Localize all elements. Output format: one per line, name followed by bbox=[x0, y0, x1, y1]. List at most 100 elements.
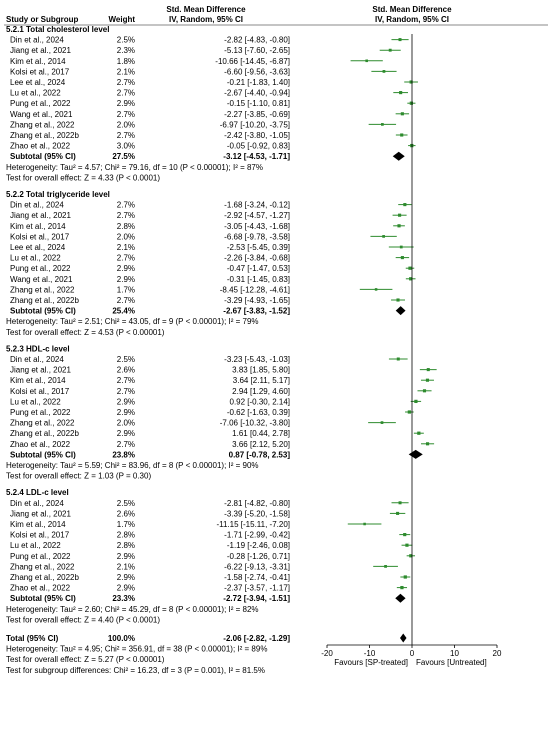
study-label: Lu et al., 2022 bbox=[10, 254, 61, 263]
study-label: Kolsi et al., 2017 bbox=[10, 387, 70, 396]
study-marker bbox=[380, 421, 384, 424]
study-weight: 3.0% bbox=[117, 142, 135, 151]
study-marker bbox=[409, 80, 413, 84]
study-weight: 2.5% bbox=[117, 36, 135, 45]
study-ci: -2.82 [-4.83, -0.80] bbox=[224, 36, 290, 45]
study-label: Kim et al., 2014 bbox=[10, 520, 66, 529]
study-ci: -2.37 [-3.57, -1.17] bbox=[224, 584, 290, 593]
study-weight: 2.7% bbox=[117, 110, 135, 119]
study-ci: -7.06 [-10.32, -3.80] bbox=[220, 419, 290, 428]
study-ci: -0.05 [-0.92, 0.83] bbox=[227, 142, 290, 151]
study-ci: -2.81 [-4.82, -0.80] bbox=[224, 499, 290, 508]
study-marker bbox=[374, 288, 378, 291]
study-weight: 2.5% bbox=[117, 355, 135, 364]
study-weight: 2.3% bbox=[117, 46, 135, 55]
study-ci: -1.58 [-2.74, -0.41] bbox=[224, 573, 290, 582]
study-ci: -6.68 [-9.78, -3.58] bbox=[224, 232, 290, 241]
study-ci: 1.61 [0.44, 2.78] bbox=[232, 429, 290, 438]
study-label: Lu et al., 2022 bbox=[10, 89, 61, 98]
subtotal-ci: 0.87 [-0.78, 2.53] bbox=[229, 450, 291, 459]
study-label: Zhang et al., 2022b bbox=[10, 429, 79, 438]
heterogeneity-text: Heterogeneity: Tau² = 5.59; Chi² = 83.96… bbox=[6, 461, 259, 470]
study-marker bbox=[417, 431, 421, 435]
study-marker bbox=[388, 48, 392, 52]
x-tick-label: 20 bbox=[493, 649, 502, 658]
study-marker bbox=[403, 203, 407, 207]
study-marker bbox=[409, 101, 413, 105]
study-label: Lu et al., 2022 bbox=[10, 397, 61, 406]
x-tick-label: -10 bbox=[364, 649, 376, 658]
subtotal-diamond bbox=[395, 593, 406, 603]
study-marker bbox=[414, 399, 418, 404]
study-weight: 2.9% bbox=[117, 397, 135, 406]
overall-effect-text: Test for overall effect: Z = 4.40 (P < 0… bbox=[6, 615, 160, 624]
study-weight: 2.6% bbox=[117, 366, 135, 375]
study-marker bbox=[403, 533, 407, 537]
study-marker bbox=[400, 256, 404, 260]
study-ci: -0.62 [-1.63, 0.39] bbox=[227, 408, 290, 417]
study-ci: -2.26 [-3.84, -0.68] bbox=[224, 254, 290, 263]
subtotal-label: Subtotal (95% CI) bbox=[10, 152, 76, 161]
study-label: Din et al., 2024 bbox=[10, 499, 64, 508]
subgroup-title: 5.2.4 LDL-c level bbox=[6, 488, 69, 497]
study-weight: 2.9% bbox=[117, 99, 135, 108]
study-weight: 2.9% bbox=[117, 275, 135, 284]
x-tick-label: 0 bbox=[410, 649, 415, 658]
study-marker bbox=[365, 59, 368, 63]
study-ci: -3.29 [-4.93, -1.65] bbox=[224, 296, 290, 305]
study-ci: -0.28 [-1.26, 0.71] bbox=[227, 552, 290, 561]
study-ci: -0.47 [-1.47, 0.53] bbox=[227, 264, 290, 273]
study-label: Zhao et al., 2022 bbox=[10, 584, 71, 593]
study-label: Din et al., 2024 bbox=[10, 36, 64, 45]
study-ci: 3.83 [1.85, 5.80] bbox=[232, 366, 290, 375]
study-ci: 3.64 [2.11, 5.17] bbox=[233, 376, 290, 385]
study-weight: 2.1% bbox=[117, 243, 135, 252]
study-ci: -11.15 [-15.11, -7.20] bbox=[216, 520, 290, 529]
study-label: Pung et al., 2022 bbox=[10, 408, 71, 417]
subgroup-title: 5.2.1 Total cholesterol level bbox=[6, 25, 109, 34]
study-weight: 2.9% bbox=[117, 408, 135, 417]
study-ci: -5.13 [-7.60, -2.65] bbox=[224, 46, 290, 55]
study-label: Lu et al., 2022 bbox=[10, 541, 61, 550]
study-ci: -1.19 [-2.46, 0.08] bbox=[227, 541, 290, 550]
study-marker bbox=[400, 112, 404, 116]
study-weight: 2.8% bbox=[117, 222, 135, 231]
total-diamond bbox=[400, 633, 407, 643]
study-ci: -1.71 [-2.99, -0.42] bbox=[224, 531, 290, 540]
x-tick-label: -20 bbox=[321, 649, 333, 658]
overall-effect-text: Test for overall effect: Z = 4.33 (P < 0… bbox=[6, 173, 160, 182]
study-marker bbox=[381, 123, 384, 126]
study-weight: 2.9% bbox=[117, 264, 135, 273]
study-weight: 2.7% bbox=[117, 387, 135, 396]
study-ci: -0.15 [-1.10, 0.81] bbox=[227, 99, 290, 108]
study-ci: -0.31 [-1.45, 0.83] bbox=[227, 275, 290, 284]
study-marker bbox=[408, 266, 412, 270]
total-overall-effect-text: Test for overall effect: Z = 5.27 (P < 0… bbox=[6, 655, 165, 664]
study-ci: -6.22 [-9.13, -3.31] bbox=[224, 562, 290, 571]
study-weight: 2.7% bbox=[117, 78, 135, 87]
study-label: Pung et al., 2022 bbox=[10, 264, 71, 273]
study-label: Kolsi et al., 2017 bbox=[10, 232, 70, 241]
favours-left-label: Favours [SP-treated] bbox=[334, 658, 408, 667]
study-marker bbox=[384, 565, 387, 568]
study-weight: 2.0% bbox=[117, 419, 135, 428]
study-weight: 2.7% bbox=[117, 296, 135, 305]
total-label: Total (95% CI) bbox=[6, 634, 59, 643]
study-label: Kim et al., 2014 bbox=[10, 222, 66, 231]
study-label: Zhang et al., 2022 bbox=[10, 562, 75, 571]
study-label: Kolsi et al., 2017 bbox=[10, 67, 70, 76]
study-label: Din et al., 2024 bbox=[10, 201, 64, 210]
study-ci: -2.53 [-5.45, 0.39] bbox=[227, 243, 290, 252]
study-label: Wang et al., 2021 bbox=[10, 275, 73, 284]
study-weight: 2.5% bbox=[117, 499, 135, 508]
subtotal-ci: -3.12 [-4.53, -1.71] bbox=[223, 152, 290, 161]
x-tick-label: 10 bbox=[450, 649, 459, 658]
study-label: Jiang et al., 2021 bbox=[10, 509, 71, 518]
study-label: Jiang et al., 2021 bbox=[10, 46, 71, 55]
header-effect-line1: Std. Mean Difference bbox=[166, 5, 246, 14]
study-weight: 1.7% bbox=[117, 285, 135, 294]
study-weight: 2.7% bbox=[117, 201, 135, 210]
study-label: Zhao et al., 2022 bbox=[10, 440, 71, 449]
study-ci: 3.66 [2.12, 5.20] bbox=[232, 440, 290, 449]
study-marker bbox=[409, 277, 413, 281]
